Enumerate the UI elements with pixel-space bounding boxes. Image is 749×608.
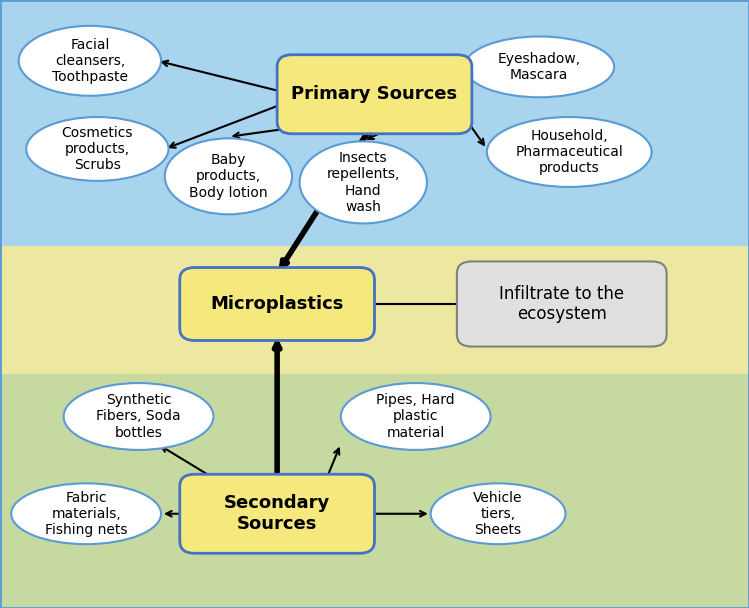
- Bar: [0, 206, 749, 213]
- Bar: [0, 115, 749, 123]
- Bar: [0, 222, 749, 230]
- FancyBboxPatch shape: [0, 246, 749, 374]
- Bar: [0, 181, 749, 188]
- Bar: [0, 213, 749, 222]
- Bar: [0, 189, 749, 197]
- FancyBboxPatch shape: [457, 261, 667, 347]
- Bar: [0, 197, 749, 206]
- Bar: [0, 33, 749, 41]
- Ellipse shape: [464, 36, 614, 97]
- Bar: [0, 8, 749, 16]
- Text: Facial
cleansers,
Toothpaste: Facial cleansers, Toothpaste: [52, 38, 128, 84]
- Text: Cosmetics
products,
Scrubs: Cosmetics products, Scrubs: [61, 126, 133, 172]
- FancyBboxPatch shape: [180, 268, 374, 340]
- Text: Insects
repellents,
Hand
wash: Insects repellents, Hand wash: [327, 151, 400, 213]
- Bar: [0, 0, 749, 9]
- Text: Infiltrate to the
ecosystem: Infiltrate to the ecosystem: [499, 285, 625, 323]
- Ellipse shape: [165, 139, 292, 215]
- Bar: [0, 374, 749, 608]
- Text: Pipes, Hard
plastic
material: Pipes, Hard plastic material: [377, 393, 455, 440]
- Bar: [0, 230, 749, 238]
- Ellipse shape: [300, 142, 427, 224]
- Bar: [0, 131, 749, 140]
- FancyBboxPatch shape: [0, 0, 749, 246]
- FancyBboxPatch shape: [0, 374, 749, 608]
- Text: Baby
products,
Body lotion: Baby products, Body lotion: [189, 153, 267, 199]
- FancyBboxPatch shape: [277, 55, 472, 134]
- Bar: [0, 58, 749, 66]
- FancyBboxPatch shape: [180, 474, 374, 553]
- Bar: [0, 140, 749, 148]
- Ellipse shape: [64, 383, 213, 450]
- Bar: [0, 164, 749, 173]
- Text: Secondary
Sources: Secondary Sources: [224, 494, 330, 533]
- Bar: [0, 156, 749, 164]
- Bar: [0, 173, 749, 181]
- Bar: [0, 41, 749, 49]
- Bar: [0, 91, 749, 98]
- Ellipse shape: [11, 483, 161, 544]
- Text: Microplastics: Microplastics: [210, 295, 344, 313]
- Bar: [0, 49, 749, 58]
- Text: Fabric
materials,
Fishing nets: Fabric materials, Fishing nets: [45, 491, 127, 537]
- Bar: [0, 148, 749, 156]
- Text: Synthetic
Fibers, Soda
bottles: Synthetic Fibers, Soda bottles: [97, 393, 181, 440]
- Text: Eyeshadow,
Mascara: Eyeshadow, Mascara: [498, 52, 580, 82]
- Bar: [0, 0, 749, 246]
- Ellipse shape: [431, 483, 565, 544]
- Bar: [0, 123, 749, 131]
- Ellipse shape: [26, 117, 169, 181]
- Text: Household,
Pharmaceutical
products: Household, Pharmaceutical products: [515, 129, 623, 175]
- Text: Vehicle
tiers,
Sheets: Vehicle tiers, Sheets: [473, 491, 523, 537]
- Ellipse shape: [487, 117, 652, 187]
- Bar: [0, 107, 749, 115]
- Ellipse shape: [19, 26, 161, 96]
- Bar: [0, 82, 749, 91]
- Bar: [0, 246, 749, 374]
- Bar: [0, 98, 749, 107]
- Text: Primary Sources: Primary Sources: [291, 85, 458, 103]
- Bar: [0, 25, 749, 33]
- Ellipse shape: [341, 383, 491, 450]
- Bar: [0, 66, 749, 74]
- Bar: [0, 16, 749, 25]
- Bar: [0, 74, 749, 82]
- Bar: [0, 238, 749, 246]
